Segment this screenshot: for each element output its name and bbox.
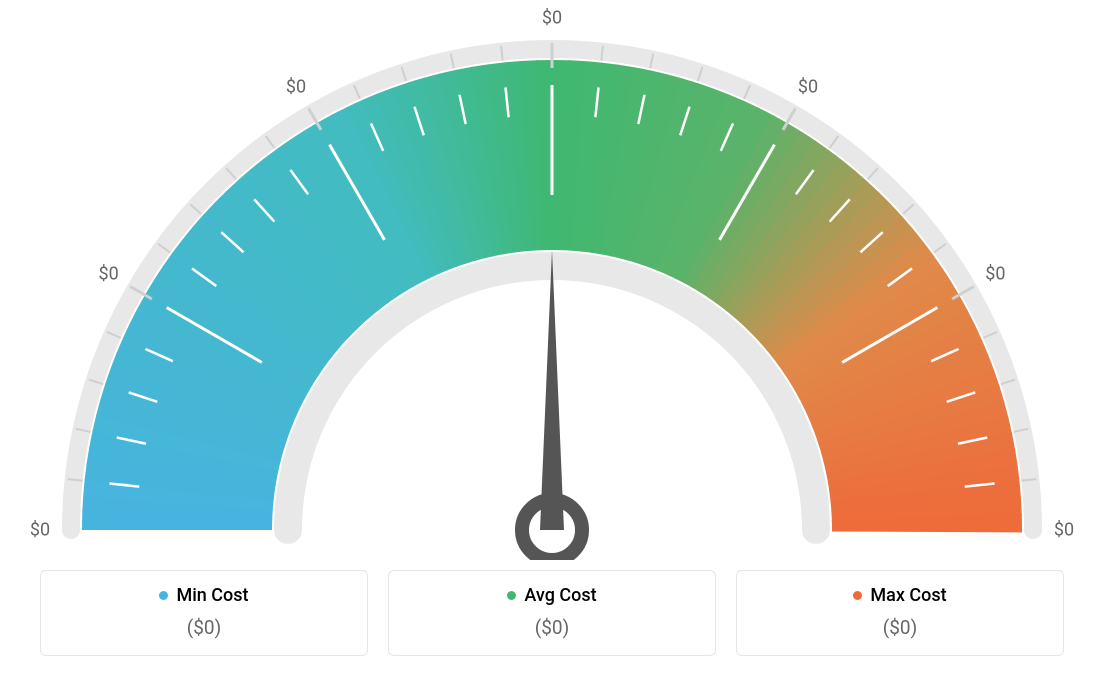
legend-card-min: Min Cost ($0) [40,570,368,656]
legend-row: Min Cost ($0) Avg Cost ($0) Max Cost ($0… [0,570,1104,656]
legend-value-max: ($0) [747,616,1053,639]
legend-title-max: Max Cost [853,585,946,606]
legend-dot-avg [507,591,516,600]
gauge-tick-label: $0 [1054,520,1074,541]
gauge-svg [0,0,1104,560]
legend-label-max: Max Cost [870,585,946,606]
legend-label-avg: Avg Cost [524,585,596,606]
legend-value-min: ($0) [51,616,357,639]
legend-title-avg: Avg Cost [507,585,596,606]
legend-dot-min [159,591,168,600]
legend-title-min: Min Cost [159,585,248,606]
legend-value-avg: ($0) [399,616,705,639]
legend-card-max: Max Cost ($0) [736,570,1064,656]
legend-dot-max [853,591,862,600]
legend-label-min: Min Cost [176,585,248,606]
legend-card-avg: Avg Cost ($0) [388,570,716,656]
gauge-chart: $0 $0 $0 $0 $0 $0 $0 [0,0,1104,560]
gauge-tick-label: $0 [30,520,50,541]
gauge-tick-label: $0 [286,76,306,97]
gauge-tick-label: $0 [985,264,1005,285]
gauge-tick-label: $0 [798,76,818,97]
gauge-tick-label: $0 [98,264,118,285]
gauge-tick-label: $0 [542,8,562,29]
